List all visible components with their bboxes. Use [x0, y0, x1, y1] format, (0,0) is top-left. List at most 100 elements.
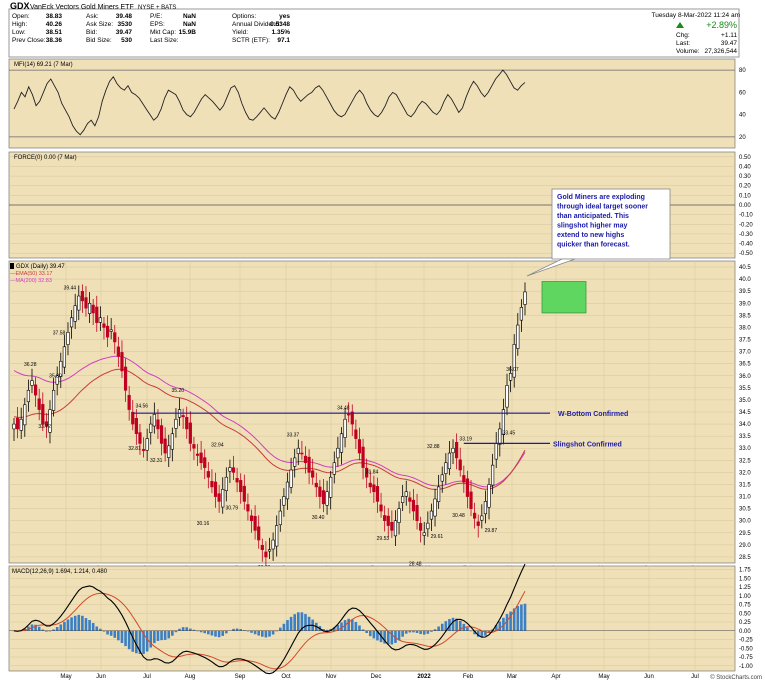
macd-histogram-bar — [52, 629, 55, 631]
candle-body — [375, 486, 380, 502]
macd-histogram-bar — [91, 622, 95, 631]
candle-body — [311, 470, 315, 478]
price-label: 30.48 — [452, 513, 465, 519]
chg-label: Chg: — [676, 32, 690, 39]
macd-histogram-bar — [55, 627, 59, 631]
candle-body — [386, 515, 390, 526]
candle-body — [239, 480, 243, 493]
price-tick-label: 31.5 — [739, 482, 751, 488]
candle-body — [123, 366, 128, 391]
candle-body — [480, 515, 484, 521]
force-title: FORCE(0) 0.00 (7 Mar) — [14, 155, 77, 161]
macd-line — [13, 563, 526, 675]
macd-histogram-bar — [84, 618, 88, 631]
security-name: VanEck Vectors Gold Miners ETF — [30, 4, 134, 11]
macd-signal-line — [13, 590, 526, 670]
quote-cell: Bid Size: — [86, 37, 112, 44]
price-label: 30.40 — [312, 515, 325, 521]
candle-body — [260, 545, 264, 551]
price-tick-label: 40.0 — [739, 277, 751, 283]
candle-body — [372, 484, 376, 493]
macd-histogram-bar — [509, 611, 512, 631]
macd-histogram-bar — [81, 615, 84, 631]
macd-month-label: Aug — [185, 674, 196, 680]
price-tick-label: 32.5 — [739, 458, 751, 464]
candle-body — [37, 398, 41, 410]
macd-histogram-bar — [390, 630, 394, 645]
macd-histogram-bar — [278, 627, 282, 631]
candle-body — [62, 346, 66, 368]
callout-box — [551, 188, 671, 260]
macd-histogram-bar — [487, 630, 491, 633]
force-tick-label: -0.50 — [739, 251, 753, 257]
macd-title: MACD(12,26,9) 1.694, 1.214, 0.480 — [12, 569, 108, 575]
candle-body — [231, 467, 236, 473]
macd-histogram-bar — [325, 629, 329, 631]
force-tick-label: 0.10 — [739, 193, 751, 199]
macd-histogram-bar — [120, 630, 124, 644]
macd-histogram-bar — [178, 628, 181, 631]
macd-histogram-bar — [397, 630, 401, 641]
force-tick-label: 0.50 — [739, 155, 751, 161]
candle-body — [69, 317, 74, 328]
candle-body — [473, 512, 477, 519]
macd-tick-label: 1.00 — [739, 594, 751, 600]
macd-histogram-bar — [135, 630, 138, 654]
candle-body — [271, 539, 275, 550]
macd-histogram-bar — [268, 630, 271, 637]
candle-body — [455, 442, 459, 459]
macd-histogram-bar — [401, 630, 404, 637]
macd-histogram-bar — [502, 617, 505, 631]
candle-body — [84, 297, 88, 309]
macd-histogram-bar — [505, 614, 509, 631]
macd-histogram-bar — [440, 623, 444, 631]
callout-text: extend to new highs — [557, 232, 624, 239]
price-label: 32.94 — [211, 443, 224, 449]
force-tick-label: 0.20 — [739, 184, 751, 190]
macd-histogram-bar — [59, 624, 63, 631]
price-label: 33.19 — [459, 437, 472, 443]
quote-cell: 38.51 — [46, 29, 63, 36]
candle-body — [156, 419, 160, 430]
slingshot-label: Slingshot Confirmed — [553, 441, 622, 448]
macd-histogram-bar — [45, 630, 48, 632]
macd-month-label: Apr — [551, 674, 560, 680]
candle-body — [235, 478, 239, 483]
macd-histogram-bar — [480, 630, 484, 638]
candle-body — [361, 446, 365, 468]
macd-histogram-bar — [181, 627, 185, 631]
macd-histogram-bar — [296, 612, 300, 631]
candle-body — [199, 452, 203, 464]
candle-body — [98, 317, 102, 323]
quote-cell: Bid: — [86, 29, 97, 36]
candle-body — [41, 404, 45, 425]
candle-body — [59, 360, 63, 377]
up-arrow-icon — [676, 22, 684, 28]
candle-body — [185, 417, 189, 430]
macd-histogram-bar — [361, 629, 365, 631]
quote-cell: NaN — [183, 13, 196, 20]
price-label: 36.07 — [506, 367, 519, 373]
macd-histogram-bar — [426, 630, 430, 634]
quote-cell: Low: — [12, 29, 26, 36]
mfi-title: MFI(14) 69.21 (7 Mar) — [14, 62, 73, 68]
price-label: 32.81 — [128, 446, 141, 452]
macd-histogram-bar — [257, 630, 261, 636]
candle-body — [267, 549, 272, 552]
macd-histogram-bar — [203, 630, 207, 634]
quote-cell: 38.83 — [46, 13, 63, 20]
macd-histogram-bar — [225, 630, 228, 634]
macd-histogram-bar — [246, 630, 250, 632]
candle-body — [145, 438, 149, 451]
macd-histogram-bar — [484, 630, 487, 636]
macd-histogram-bar — [235, 628, 239, 631]
quote-cell: 40.26 — [46, 21, 63, 28]
macd-histogram-bar — [282, 623, 286, 631]
macd-histogram-bar — [221, 630, 225, 636]
quote-cell: Yield: — [232, 29, 248, 36]
quote-cell: Mkt Cap: — [150, 29, 176, 36]
macd-histogram-bar — [476, 630, 480, 637]
candle-body — [415, 505, 419, 522]
candle-body — [285, 481, 290, 500]
macd-histogram-bar — [102, 630, 106, 632]
